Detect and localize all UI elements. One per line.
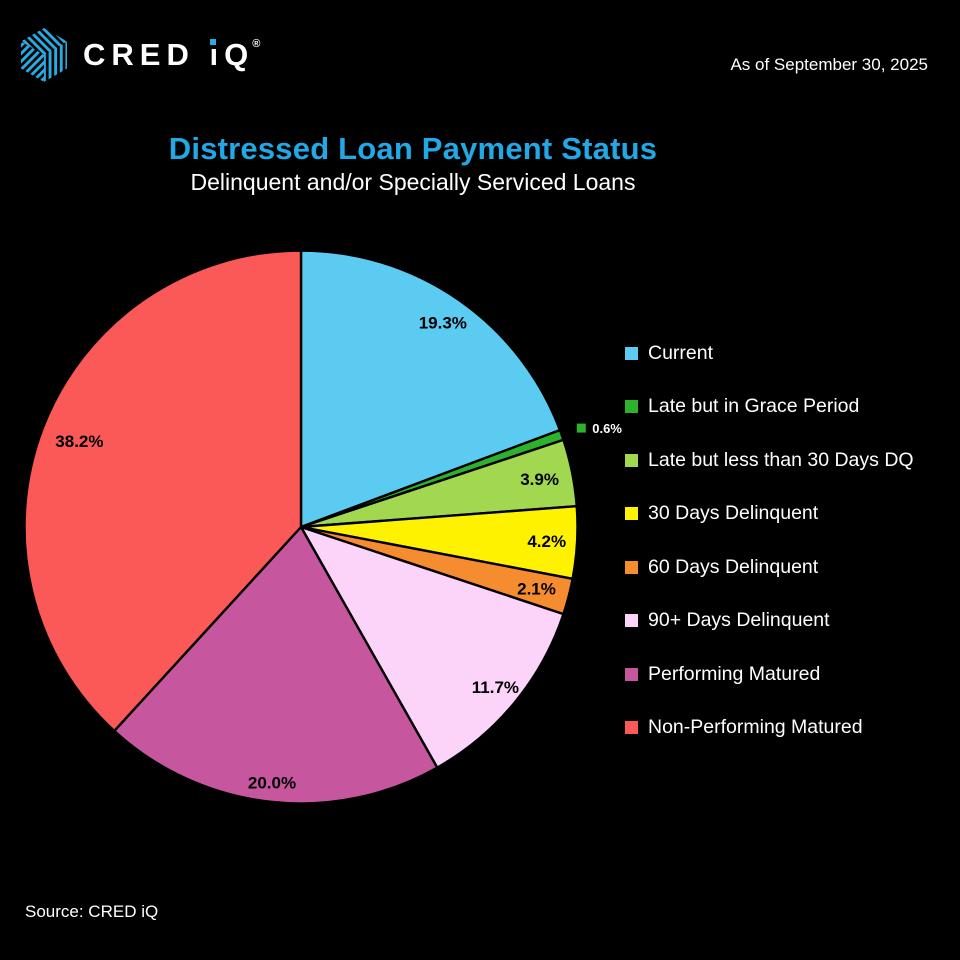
pie-value-label-late-but-in-grace-period: 0.6% xyxy=(592,421,622,436)
as-of-date: As of September 30, 2025 xyxy=(730,55,928,74)
registered-trademark: ® xyxy=(252,38,261,50)
pie-value-label-90-plus-days-delinquent: 11.7% xyxy=(472,678,519,697)
legend-swatch-late-but-in-grace-period xyxy=(625,400,638,413)
legend-label: Performing Matured xyxy=(648,662,821,685)
crediq-wordmark: CRED ı Q® xyxy=(83,37,260,73)
outside-label-marker-late-but-in-grace-period xyxy=(576,423,586,433)
legend-item-non-performing-matured: Non-Performing Matured xyxy=(625,716,914,740)
legend-swatch-performing-matured xyxy=(625,667,638,681)
crediq-logo-icon xyxy=(21,28,67,82)
pie-value-label-30-days-delinquent: 4.2% xyxy=(527,532,566,551)
legend-swatch-30-days-delinquent xyxy=(625,507,638,520)
legend-swatch-current xyxy=(625,346,638,360)
pie-value-label-late-but-less-than-30-days-dq: 3.9% xyxy=(520,470,559,489)
legend-item-late-but-in-grace-period: Late but in Grace Period xyxy=(625,395,914,419)
legend-item-current: Current xyxy=(625,341,914,365)
legend-swatch-non-performing-matured xyxy=(625,721,638,734)
legend-label: Late but less than 30 Days DQ xyxy=(648,448,914,471)
logo-i-dot-accent xyxy=(210,39,217,45)
pie-slice-performing-matured xyxy=(113,525,439,805)
logo-letter-i: ı xyxy=(209,37,225,72)
pie-slice-current xyxy=(299,249,562,529)
legend-item-60-days-delinquent: 60 Days Delinquent xyxy=(625,555,914,579)
legend-label: Non-Performing Matured xyxy=(648,716,863,738)
legend-item-late-but-less-than-30-days-dq: Late but less than 30 Days DQ xyxy=(625,448,914,472)
crediq-logo: CRED ı Q® xyxy=(15,26,260,84)
legend-label: 30 Days Delinquent xyxy=(648,502,819,524)
source-note: Source: CRED iQ xyxy=(25,902,159,921)
legend-swatch-90-plus-days-delinquent xyxy=(625,614,638,627)
legend-label: Late but in Grace Period xyxy=(648,395,860,417)
pie-value-label-performing-matured: 20.0% xyxy=(248,774,296,793)
legend-item-90-plus-days-delinquent: 90+ Days Delinquent xyxy=(625,609,914,633)
pie-value-label-non-performing-matured: 38.2% xyxy=(55,432,103,451)
legend-swatch-late-but-less-than-30-days-dq xyxy=(625,453,638,467)
page-subtitle: Delinquent and/or Specially Serviced Loa… xyxy=(190,169,636,195)
pie-slice-90-plus-days-delinquent xyxy=(299,525,565,769)
legend-label: 60 Days Delinquent xyxy=(648,555,819,578)
pie-slice-non-performing-matured xyxy=(23,249,303,733)
legend-swatch-60-days-delinquent xyxy=(625,560,638,574)
legend-label: 90+ Days Delinquent xyxy=(648,609,830,631)
page-title: Distressed Loan Payment Status xyxy=(168,131,658,166)
legend: Current Late but in Grace Period Late but … xyxy=(625,341,914,769)
pie-value-label-current: 19.3% xyxy=(419,314,467,333)
legend-item-30-days-delinquent: 30 Days Delinquent xyxy=(625,502,914,526)
legend-item-performing-matured: Performing Matured xyxy=(625,662,914,686)
pie-value-label-60-days-delinquent: 2.1% xyxy=(517,579,556,598)
legend-label: Current xyxy=(648,341,714,364)
